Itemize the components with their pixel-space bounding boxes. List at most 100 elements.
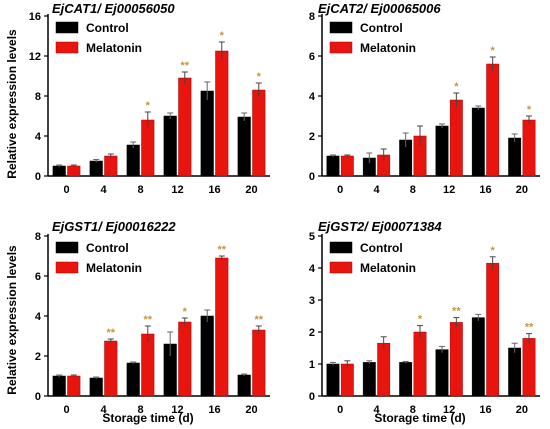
x-tick-label: 16 [208,404,220,416]
y-tick-label: 0 [309,391,315,403]
bar-control [435,125,449,177]
bar-control [126,144,140,177]
x-axis-label-left: Storage time (d) [102,411,193,425]
bar-melatonin [215,50,229,177]
legend-swatch-control [329,21,353,34]
legend-swatch-melatonin [329,41,353,54]
y-axis-label-bottom: Relative expression levels [5,245,19,395]
y-tick-label: 2 [35,351,41,363]
x-tick-label: 8 [137,184,143,196]
significance-mark: * [491,45,496,57]
significance-mark: * [418,314,423,326]
legend-label-melatonin: Melatonin [86,41,142,55]
bar-melatonin [141,119,155,177]
legend-swatch-melatonin [55,261,79,274]
bar-melatonin [215,257,229,397]
significance-mark: ** [218,244,227,256]
bar-melatonin [449,99,463,177]
significance-mark: * [491,245,496,257]
y-tick-label: 4 [35,131,42,143]
bar-control [471,107,485,177]
bar-control [52,165,66,177]
x-tick-label: 8 [410,184,416,196]
bar-control [471,317,485,397]
y-tick-label: 4 [35,311,42,323]
legend-label-control: Control [86,21,129,35]
y-tick-label: 1 [309,359,315,371]
x-tick-label: 12 [443,404,455,416]
legend-swatch-control [329,241,353,254]
panel-title: EjCAT2/ Ej00065006 [318,1,441,16]
bar-melatonin [67,165,81,177]
x-tick-label: 12 [443,184,455,196]
y-tick-label: 5 [309,231,315,243]
bar-melatonin [252,329,266,397]
significance-mark: ** [255,314,264,326]
significance-mark: * [257,71,262,83]
significance-mark: ** [107,327,116,339]
bar-melatonin [340,155,354,177]
legend-label-melatonin: Melatonin [360,261,416,275]
y-tick-label: 4 [309,91,316,103]
y-tick-label: 16 [29,11,41,23]
bar-control [435,349,449,397]
y-tick-label: 2 [309,327,315,339]
x-tick-label: 20 [245,184,257,196]
y-tick-label: 12 [29,51,41,63]
y-tick-label: 8 [35,231,41,243]
x-tick-label: 8 [137,404,143,416]
panel-gst1: EjGST1/ Ej00016222 0 2 4 6 8 0 4 ** 8 ** 12 * 16 ** 20 *… [35,219,270,416]
legend-label-control: Control [360,21,403,35]
bar-control [326,155,340,177]
significance-mark: ** [144,314,153,326]
panel-title: EjCAT1/ Ej00056050 [52,1,175,16]
bar-control [200,90,214,177]
bar-melatonin [377,342,391,397]
y-tick-label: 4 [309,263,316,275]
significance-mark: * [454,81,459,93]
bar-control [237,374,251,397]
bar-control [508,347,522,397]
panel-title: EjGST2/ Ej00071384 [318,219,442,234]
x-tick-label: 8 [410,404,416,416]
x-tick-label: 4 [373,184,380,196]
y-tick-label: 3 [309,295,315,307]
y-tick-label: 0 [309,171,315,183]
x-tick-label: 16 [479,404,491,416]
bar-melatonin [252,89,266,177]
bar-melatonin [486,63,500,177]
bar-melatonin [178,321,192,397]
bar-melatonin [449,322,463,397]
y-tick-label: 6 [309,51,315,63]
bar-melatonin [522,119,536,177]
x-tick-label: 20 [516,184,528,196]
bar-control [399,362,413,397]
bar-control [89,160,103,177]
panel-cat1: EjCAT1/ Ej00056050 0 4 8 12 16 0 4 8 * 12 ** 16 * 20 * C… [29,1,270,196]
y-tick-label: 6 [35,271,41,283]
x-tick-label: 0 [337,404,343,416]
bar-melatonin [413,331,427,397]
y-tick-label: 0 [35,391,41,403]
bar-melatonin [104,155,118,177]
bar-control [52,375,66,397]
x-tick-label: 12 [171,184,183,196]
y-tick-label: 2 [309,131,315,143]
bar-melatonin [104,340,118,397]
y-axis-label-top: Relative expression levels [5,29,19,179]
bar-melatonin [178,77,192,177]
x-tick-label: 12 [171,404,183,416]
bar-control [362,362,376,397]
panel-title: EjGST1/ Ej00016222 [52,219,176,234]
significance-mark: ** [525,322,534,334]
x-tick-label: 0 [63,404,69,416]
significance-mark: * [183,306,188,318]
legend-label-melatonin: Melatonin [86,261,142,275]
panel-cat2: EjCAT2/ Ej00065006 0 2 4 6 8 0 4 8 12 * 16 * 20 * Contr… [309,1,540,196]
bar-melatonin [486,262,500,397]
x-axis-label-right: Storage time (d) [374,411,465,425]
x-tick-label: 0 [63,184,69,196]
x-tick-label: 20 [516,404,528,416]
